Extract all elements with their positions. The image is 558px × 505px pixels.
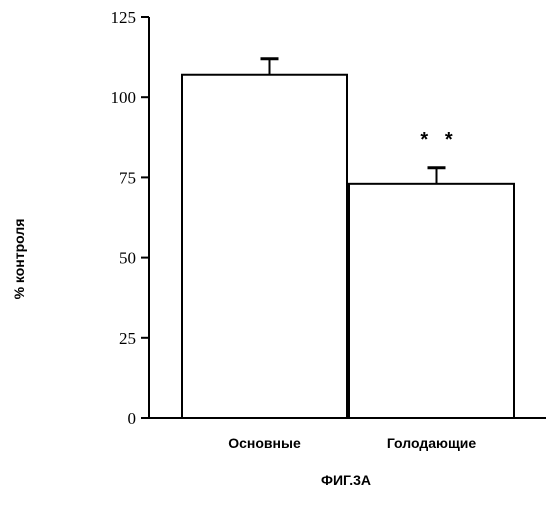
significance-marker: * * xyxy=(420,129,452,151)
figure-caption: ФИГ.3А xyxy=(321,472,371,488)
y-tick-label: 25 xyxy=(119,329,136,348)
category-label: Основные xyxy=(228,435,301,451)
significance-annotations: * * xyxy=(420,129,452,151)
category-labels: Основные Голодающие xyxy=(228,435,476,451)
y-tick-label: 100 xyxy=(111,88,137,107)
bar xyxy=(182,75,347,418)
bars xyxy=(182,75,514,418)
y-tick-label: 0 xyxy=(128,409,137,428)
y-tick-label: 125 xyxy=(111,8,137,27)
category-label: Голодающие xyxy=(387,435,477,451)
y-axis-title: % контроля xyxy=(11,219,27,300)
bar xyxy=(349,184,514,418)
y-tick-label: 75 xyxy=(119,168,136,187)
y-tick-label: 50 xyxy=(119,249,136,268)
y-axis-ticks: 0 25 50 75 100 125 xyxy=(111,8,150,428)
